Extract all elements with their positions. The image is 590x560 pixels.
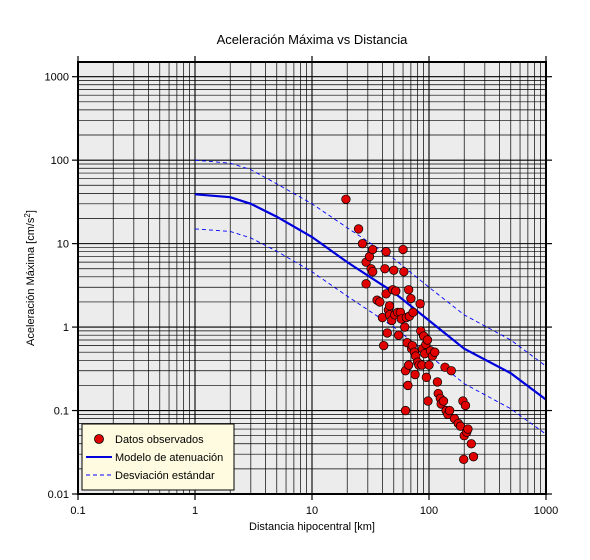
- data-point: [375, 297, 385, 307]
- data-point: [466, 439, 476, 449]
- data-point: [368, 244, 378, 255]
- x-tick-label: 0.1: [70, 505, 85, 517]
- data-point: [382, 328, 392, 338]
- data-point: [463, 424, 473, 434]
- data-point: [424, 360, 434, 370]
- legend-label-deviation: Desviación estándar: [115, 470, 215, 482]
- series-lines: [194, 159, 546, 435]
- x-tick-label: 1000: [534, 505, 558, 517]
- data-point: [341, 194, 351, 204]
- data-point: [380, 264, 390, 274]
- data-point: [444, 405, 455, 416]
- x-tick-label: 10: [306, 505, 318, 517]
- data-point: [381, 289, 391, 299]
- data-point: [404, 360, 414, 370]
- legend-label-observed: Datos observados: [115, 434, 204, 446]
- deviation-lower-line: [194, 228, 546, 435]
- y-axis-label: Aceleración Máxima [cm/s2]: [23, 210, 37, 346]
- x-axis-label: Distancia hipocentral [km]: [249, 521, 375, 533]
- legend: Datos observados Modelo de atenuación De…: [81, 423, 235, 491]
- data-point: [400, 322, 410, 332]
- grid-lines: [77, 62, 546, 495]
- data-point: [400, 405, 411, 416]
- data-point: [404, 285, 414, 295]
- y-tick-label: 1: [63, 322, 69, 334]
- deviation-upper-line: [194, 159, 546, 367]
- data-point: [361, 279, 371, 289]
- y-tick-label: 100: [51, 155, 69, 167]
- data-point: [421, 372, 432, 382]
- data-point: [446, 366, 456, 376]
- data-point: [353, 224, 364, 234]
- data-point: [398, 244, 408, 255]
- observed-points: [341, 194, 479, 465]
- x-tick-label: 1: [192, 505, 198, 517]
- y-axis-label-end: ]: [25, 210, 37, 213]
- y-tick-label: 0.1: [54, 406, 69, 418]
- data-point: [460, 400, 471, 411]
- x-tick-label: 100: [420, 505, 438, 517]
- data-point: [368, 267, 378, 277]
- data-point: [468, 452, 479, 462]
- data-point: [432, 377, 443, 387]
- data-point: [410, 369, 420, 380]
- data-point: [357, 238, 368, 249]
- data-point: [415, 299, 425, 309]
- data-point: [393, 330, 404, 340]
- y-axis-label-sup: 2: [23, 213, 32, 218]
- data-point: [459, 454, 469, 465]
- y-tick-label: 10: [57, 239, 69, 251]
- y-axis-label-main: Aceleración Máxima [cm/s: [25, 217, 37, 346]
- data-point: [422, 335, 433, 345]
- data-point: [399, 267, 409, 277]
- y-tick-label: 0.01: [48, 489, 69, 501]
- data-point: [389, 265, 399, 275]
- chart-title: Aceleración Máxima vs Distancia: [217, 32, 409, 47]
- data-point: [381, 247, 391, 257]
- legend-label-model: Modelo de atenuación: [115, 452, 223, 464]
- data-point: [408, 307, 418, 318]
- attenuation-model-line: [194, 193, 546, 401]
- data-point: [430, 347, 440, 357]
- data-point: [406, 293, 416, 304]
- y-tick-label: 1000: [45, 72, 69, 84]
- data-point: [403, 380, 413, 391]
- data-point: [379, 340, 389, 351]
- data-point: [391, 286, 401, 296]
- data-point: [384, 301, 395, 311]
- data-point: [423, 396, 433, 406]
- legend-marker-observed: [94, 434, 104, 444]
- data-point: [438, 396, 449, 406]
